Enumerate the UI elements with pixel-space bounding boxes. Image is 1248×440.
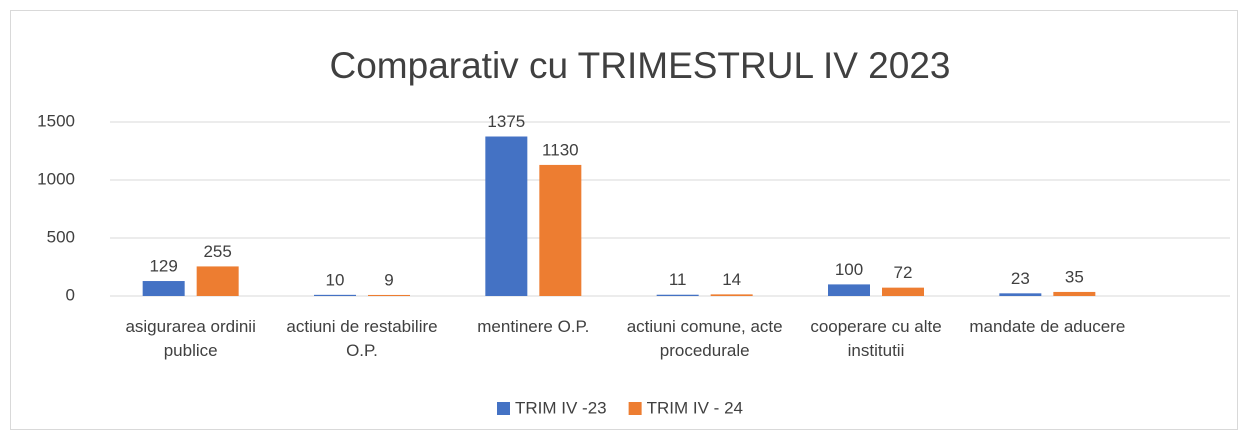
data-label: 11 <box>669 270 687 289</box>
x-tick-label: mentinere O.P. <box>477 317 590 336</box>
data-label: 10 <box>326 270 345 289</box>
x-tick-label: mandate de aducere <box>969 317 1126 336</box>
data-label: 1130 <box>542 140 579 159</box>
bar <box>142 281 185 296</box>
data-label: 255 <box>203 242 231 261</box>
legend-swatch <box>497 402 510 415</box>
data-label: 9 <box>384 270 393 289</box>
data-label: 1375 <box>487 112 525 131</box>
chart-frame <box>10 10 1238 430</box>
bar <box>539 164 582 296</box>
y-tick-label: 500 <box>47 227 75 246</box>
bar <box>368 294 410 296</box>
x-tick-label: asigurarea ordinii publice <box>125 317 256 360</box>
bar <box>882 287 924 296</box>
x-tick-label: actiuni de restabilire O.P. <box>286 317 438 360</box>
x-tick-label: actiuni comune, acte procedurale <box>626 317 783 360</box>
bar <box>314 294 356 296</box>
bar <box>196 266 239 296</box>
bar <box>1053 291 1096 296</box>
legend-swatch <box>628 402 642 415</box>
legend-label: TRIM IV -23 <box>515 398 607 417</box>
chart-title: Comparativ cu TRIMESTRUL IV 2023 <box>330 45 951 86</box>
data-label: 14 <box>722 270 741 289</box>
bar <box>710 294 753 296</box>
data-label: 72 <box>894 263 913 282</box>
bar <box>828 284 870 296</box>
bar <box>999 293 1042 296</box>
x-tick-label: cooperare cu alte institutii <box>810 317 942 360</box>
y-tick-label: 1500 <box>37 111 75 130</box>
y-tick-label: 0 <box>66 285 75 304</box>
data-label: 100 <box>835 260 863 279</box>
data-label: 23 <box>1011 269 1030 288</box>
data-label: 35 <box>1065 267 1084 286</box>
y-tick-label: 1000 <box>37 169 75 188</box>
legend-label: TRIM IV - 24 <box>647 398 743 417</box>
data-label: 129 <box>149 257 177 276</box>
bar <box>656 294 699 296</box>
bar <box>485 136 528 296</box>
